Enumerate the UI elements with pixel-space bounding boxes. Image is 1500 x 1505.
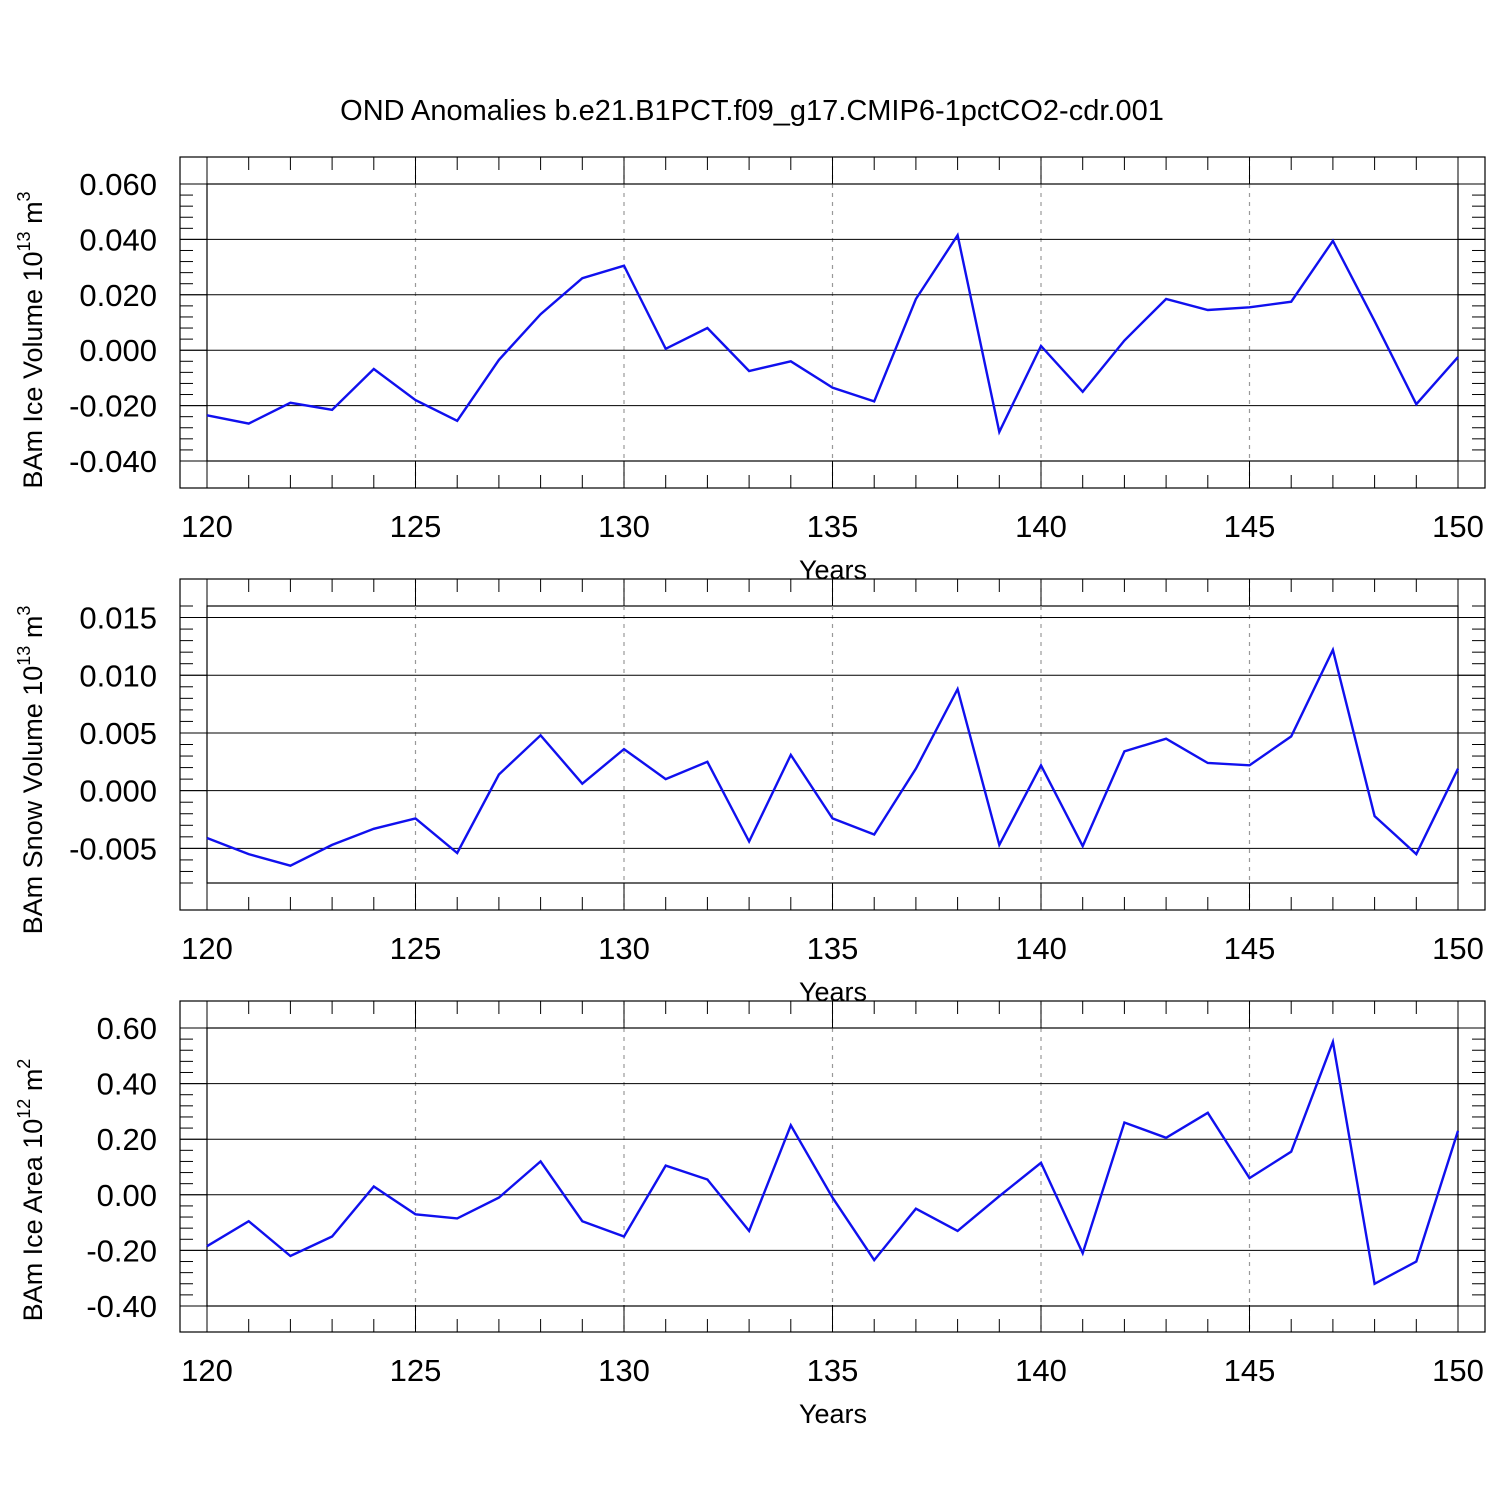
- y-axis-label: BAm Snow Volume 1013 m3: [14, 606, 48, 935]
- series-line: [206, 646, 1460, 867]
- y-tick-label: -0.020: [69, 389, 157, 424]
- y-tick-label: 0.020: [79, 278, 157, 313]
- x-tick-label: 135: [807, 1353, 859, 1388]
- x-tick-label: 125: [390, 1353, 442, 1388]
- x-tick-label: 125: [390, 509, 442, 544]
- x-tick-label: 120: [181, 1353, 233, 1388]
- panel-1: -0.040 -0.020 0.000 0.020 0.040 0.060 120 125 13…: [14, 156, 1486, 585]
- y-tick-label: 0.015: [79, 601, 157, 636]
- series-line: [206, 1037, 1460, 1286]
- x-tick-label: 120: [181, 931, 233, 966]
- y-tick-label: 0.005: [79, 716, 157, 751]
- x-tick-label: 130: [598, 509, 650, 544]
- x-tick-label: 135: [807, 509, 859, 544]
- x-tick-label: 130: [598, 931, 650, 966]
- x-tick-label: 120: [181, 509, 233, 544]
- x-tick-label: 145: [1224, 931, 1276, 966]
- figure-title: OND Anomalies b.e21.B1PCT.f09_g17.CMIP6-…: [340, 95, 1164, 127]
- y-tick-label: 0.40: [97, 1067, 157, 1102]
- x-tick-label: 130: [598, 1353, 650, 1388]
- y-tick-label: 0.00: [97, 1178, 157, 1213]
- x-tick-label: 150: [1432, 931, 1484, 966]
- y-tick-label: 0.20: [97, 1122, 157, 1157]
- series-line: [206, 232, 1459, 436]
- y-tick-label: 0.060: [79, 167, 157, 202]
- x-tick-label: 150: [1432, 509, 1484, 544]
- y-tick-label: 0.60: [97, 1011, 157, 1046]
- x-tick-label: 145: [1224, 509, 1276, 544]
- x-tick-label: 140: [1015, 1353, 1067, 1388]
- y-tick-label: -0.040: [69, 444, 157, 479]
- panel-2: -0.005 0.000 0.005 0.010 0.015 120 125 130 135 14…: [14, 578, 1486, 1007]
- x-tick-label: 125: [390, 931, 442, 966]
- y-tick-label: 0.000: [79, 774, 157, 809]
- y-tick-label: -0.20: [86, 1233, 157, 1268]
- y-tick-label: 0.010: [79, 658, 157, 693]
- x-tick-label: 145: [1224, 1353, 1276, 1388]
- x-tick-label: 140: [1015, 931, 1067, 966]
- panel-3: -0.40 -0.20 0.00 0.20 0.40 0.60 120 125 130 135 14…: [14, 1000, 1486, 1429]
- y-axis-label: BAm Ice Volume 1013 m3: [14, 191, 48, 488]
- y-tick-label: 0.000: [79, 333, 157, 368]
- x-tick-label: 150: [1432, 1353, 1484, 1388]
- x-axis-label: Years: [799, 1399, 867, 1429]
- y-tick-label: -0.005: [69, 831, 157, 866]
- y-axis-label: BAm Ice Area 1012 m2: [14, 1059, 48, 1322]
- x-tick-label: 135: [807, 931, 859, 966]
- panels-container: -0.040 -0.020 0.000 0.020 0.040 0.060 120 125 13…: [14, 156, 1486, 1429]
- y-tick-label: 0.040: [79, 222, 157, 257]
- y-tick-label: -0.40: [86, 1289, 157, 1324]
- x-tick-label: 140: [1015, 509, 1067, 544]
